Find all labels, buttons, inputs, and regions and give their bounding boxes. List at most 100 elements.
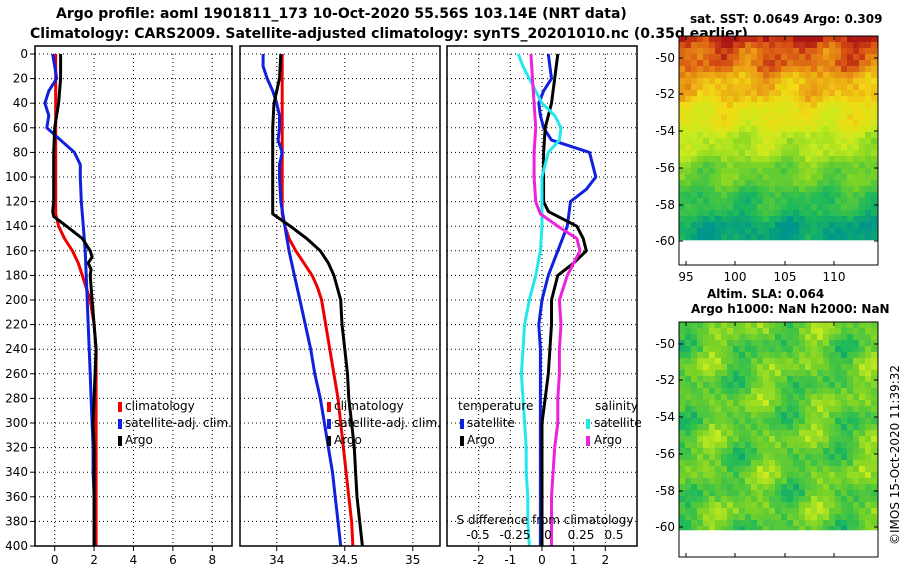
map-cell [733,96,740,103]
map-cell [751,192,758,199]
map-cell [781,150,788,157]
map-cell [799,514,806,521]
map-cell [865,222,872,229]
map-cell [805,156,812,163]
map-cell [781,192,788,199]
map-cell [757,460,764,467]
map-cell [865,490,872,497]
bottom-tick-label: -0.25 [499,528,530,542]
map-cell [799,168,806,175]
map-cell [811,66,818,73]
map-cell [739,448,746,455]
map-cell [685,514,692,521]
map-cell [697,96,704,103]
map-cell [721,96,728,103]
map-cell [835,108,842,115]
map-cell [859,352,866,359]
map-cell [847,340,854,347]
map-cell [703,442,710,449]
map-cell [865,192,872,199]
map-cell [865,472,872,479]
map-cell [691,388,698,395]
map-cell [799,144,806,151]
map-cell [829,508,836,515]
map-cell [763,502,770,509]
map-cell [865,78,872,85]
map-cell [757,162,764,169]
map-cell [733,132,740,139]
map-cell [799,442,806,449]
map-cell [829,216,836,223]
map-cell [679,102,686,109]
map-cell [691,358,698,365]
map-cell [853,454,860,461]
map-cell [727,90,734,97]
map-cell [721,406,728,413]
map-cell [763,448,770,455]
map-cell [709,162,716,169]
map-cell [829,376,836,383]
map-cell [805,364,812,371]
map-cell [769,328,776,335]
map-cell [829,198,836,205]
map-cell [721,520,728,527]
map-cell [847,460,854,467]
map-cell [715,454,722,461]
map-cell [823,210,830,217]
map-cell [721,126,728,133]
map-cell [733,346,740,353]
map-cell [829,234,836,241]
map-cell [733,472,740,479]
map-cell [829,60,836,67]
map-cell [769,412,776,419]
map-cell [805,102,812,109]
map-cell [751,430,758,437]
map-cell [847,454,854,461]
map-cell [739,144,746,151]
map-cell [793,36,800,43]
map-cell [847,150,854,157]
map-cell [841,394,848,401]
map-cell [811,126,818,133]
map-cell [835,204,842,211]
legend-temperature-0: satellite [467,416,515,430]
legend-swatch [118,402,122,412]
map-cell [757,352,764,359]
map-cell [841,174,848,181]
map-cell [745,84,752,91]
map-cell [793,322,800,329]
map-cell [841,198,848,205]
map-cell [781,490,788,497]
map-cell [847,180,854,187]
map-cell [757,454,764,461]
map-cell [811,418,818,425]
map-cell [709,174,716,181]
map-cell [739,520,746,527]
map-cell [805,466,812,473]
map-cell [781,406,788,413]
map-cell [691,496,698,503]
map-cell [853,180,860,187]
map-cell [751,66,758,73]
map-cell [811,108,818,115]
map-cell [787,204,794,211]
y-tick-label: 100 [5,170,28,184]
map-cell [679,472,686,479]
map-cell [715,66,722,73]
legend-temperature-title: temperature [458,399,533,413]
map-cell [817,126,824,133]
map-cell [817,466,824,473]
map-cell [679,370,686,377]
map-cell [715,126,722,133]
map-cell [685,406,692,413]
map-cell [811,502,818,509]
map-cell [823,490,830,497]
map-cell [697,192,704,199]
map-cell [763,186,770,193]
map-cell [793,508,800,515]
map-cell [751,90,758,97]
map-cell [871,460,878,467]
map-cell [733,352,740,359]
map-cell [829,394,836,401]
map-cell [685,472,692,479]
